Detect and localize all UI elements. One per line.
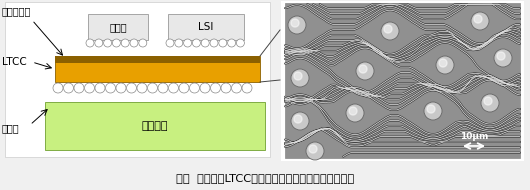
Circle shape [130,39,138,47]
Circle shape [474,15,482,23]
Circle shape [221,83,231,93]
Circle shape [201,39,209,47]
Circle shape [86,39,94,47]
Circle shape [74,83,84,93]
Circle shape [127,83,137,93]
Circle shape [121,39,129,47]
Circle shape [95,83,105,93]
Circle shape [53,83,63,93]
Bar [5,2,270,157]
Circle shape [427,105,435,113]
Circle shape [294,72,302,80]
Circle shape [139,39,147,47]
Circle shape [349,107,357,115]
Circle shape [210,83,220,93]
Bar [168,14,244,40]
Circle shape [190,83,199,93]
Circle shape [105,83,116,93]
Text: 10μm: 10μm [460,132,488,141]
Bar [55,56,260,63]
Circle shape [210,39,218,47]
Circle shape [494,49,512,67]
Circle shape [236,39,244,47]
Circle shape [439,59,447,67]
Circle shape [497,52,505,60]
Circle shape [169,83,179,93]
Circle shape [103,39,112,47]
Text: LTCC: LTCC [2,57,26,67]
Circle shape [116,83,126,93]
Circle shape [436,56,454,74]
Circle shape [227,39,236,47]
Circle shape [291,69,309,87]
Circle shape [356,62,374,80]
Bar [285,3,520,158]
Circle shape [158,83,168,93]
Bar [45,102,265,150]
Circle shape [481,94,499,112]
Text: LSI: LSI [198,22,214,32]
Circle shape [424,102,442,120]
Circle shape [242,83,252,93]
Circle shape [112,39,120,47]
Circle shape [64,83,74,93]
Circle shape [309,145,317,153]
Circle shape [84,83,94,93]
Circle shape [484,97,492,105]
Circle shape [346,104,364,122]
Bar [88,14,148,40]
Bar [281,1,524,161]
Circle shape [179,83,189,93]
Circle shape [147,83,157,93]
Circle shape [192,39,200,47]
Circle shape [294,115,302,123]
Text: メモリ: メモリ [109,22,127,32]
Circle shape [291,19,299,27]
Text: バンプ: バンプ [2,123,20,133]
Text: 装置基板: 装置基板 [142,121,168,131]
Circle shape [291,112,309,130]
Circle shape [219,39,227,47]
Bar [55,56,260,82]
Circle shape [137,83,147,93]
Circle shape [359,65,367,73]
Circle shape [166,39,174,47]
Circle shape [183,39,192,47]
Circle shape [471,12,489,30]
Text: 図１  開発したLTCCパッケージ基板の構造と微細配線: 図１ 開発したLTCCパッケージ基板の構造と微細配線 [176,173,354,183]
Circle shape [95,39,103,47]
Circle shape [306,142,324,160]
Circle shape [200,83,210,93]
Circle shape [232,83,242,93]
Circle shape [384,25,392,33]
Circle shape [175,39,183,47]
Circle shape [288,16,306,34]
Text: 微細配線層: 微細配線層 [2,6,31,16]
Circle shape [381,22,399,40]
